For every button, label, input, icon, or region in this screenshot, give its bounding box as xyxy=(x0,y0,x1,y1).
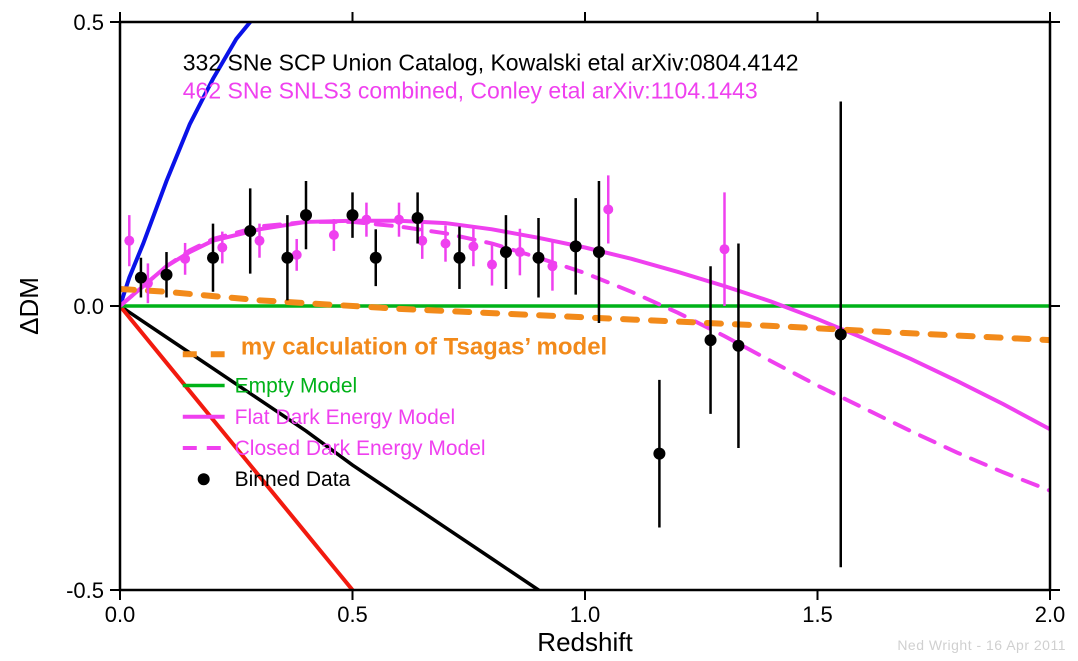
annotation-tsagas: my calculation of Tsagas’ model xyxy=(241,333,607,360)
xtick-label: 0.0 xyxy=(105,602,136,627)
header-text: 462 SNe SNLS3 combined, Conley etal arXi… xyxy=(183,78,758,104)
legend-label: Flat Dark Energy Model xyxy=(235,406,456,429)
ytick-label: -0.5 xyxy=(66,578,104,603)
hubble-residuals-chart: 0.00.51.01.52.0-0.50.00.5RedshiftΔDM332 … xyxy=(0,0,1078,661)
legend-label: Empty Model xyxy=(235,375,358,398)
x-axis-label: Redshift xyxy=(537,627,633,657)
xtick-label: 1.5 xyxy=(802,602,833,627)
legend-label: Binned Data xyxy=(235,468,351,491)
ytick-label: 0.0 xyxy=(73,294,104,319)
header-text: 332 SNe SCP Union Catalog, Kowalski etal… xyxy=(183,49,799,75)
attribution-text: Ned Wright - 16 Apr 2011 xyxy=(897,637,1066,653)
xtick-label: 0.5 xyxy=(337,602,368,627)
xtick-label: 2.0 xyxy=(1035,602,1066,627)
legend-label: Closed Dark Energy Model xyxy=(235,437,486,460)
xtick-label: 1.0 xyxy=(570,602,601,627)
y-axis-label: ΔDM xyxy=(14,277,44,335)
ytick-label: 0.5 xyxy=(73,10,104,35)
